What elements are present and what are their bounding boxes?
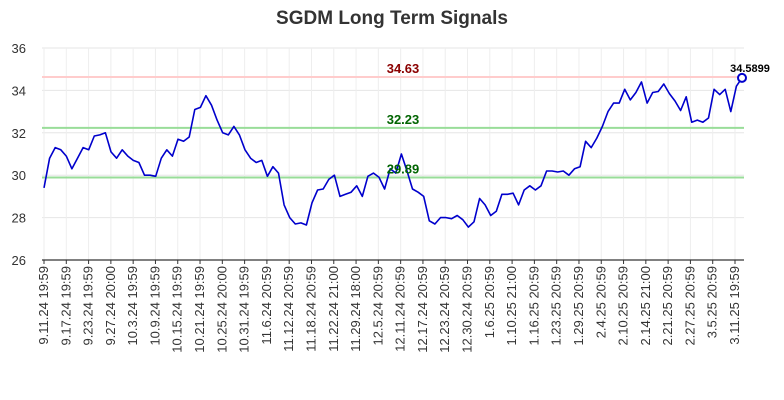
x-tick-label: 12.5.24 20:59 bbox=[370, 266, 385, 346]
price-line bbox=[43, 77, 743, 228]
x-tick-label: 10.25.24 20:00 bbox=[214, 266, 229, 353]
x-tick-label: 9.11.24 19:59 bbox=[36, 266, 51, 345]
x-tick-label: 11.12.24 20:59 bbox=[281, 266, 296, 352]
x-tick-label: 11.29.24 18:00 bbox=[348, 266, 363, 352]
x-tick-label: 10.15.24 19:59 bbox=[170, 266, 185, 353]
x-tick-label: 11.22.24 21:00 bbox=[326, 266, 341, 352]
y-tick-label: 32 bbox=[12, 126, 26, 141]
x-tick-label: 9.27.24 20:00 bbox=[103, 266, 118, 346]
x-tick-label: 12.11.24 20:59 bbox=[393, 266, 408, 352]
x-tick-label: 10.31.24 19:59 bbox=[237, 266, 252, 353]
y-tick-label: 28 bbox=[12, 211, 26, 226]
x-tick-label: 1.23.25 20:59 bbox=[549, 266, 564, 346]
x-tick-label: 2.14.25 21:00 bbox=[638, 266, 653, 346]
x-tick-label: 11.6.24 20:59 bbox=[259, 266, 274, 345]
last-point-marker bbox=[737, 72, 747, 83]
signal-levels bbox=[42, 76, 744, 179]
x-tick-label: 3.11.25 19:59 bbox=[727, 266, 742, 345]
x-tick-label: 9.23.24 19:59 bbox=[81, 266, 96, 346]
x-tick-label: 12.30.24 20:59 bbox=[460, 266, 475, 353]
x-tick-label: 10.3.24 19:59 bbox=[125, 266, 140, 346]
x-tick-label: 2.27.25 20:59 bbox=[682, 266, 697, 346]
level-label: 32.23 bbox=[387, 112, 420, 127]
x-tick-label: 10.21.24 19:59 bbox=[192, 266, 207, 353]
x-tick-label: 12.23.24 20:59 bbox=[437, 266, 452, 353]
annotations: 34.63 32.23 29.89 34.5899 bbox=[387, 61, 770, 176]
x-tick-label: 3.5.25 20:59 bbox=[705, 266, 720, 338]
x-tick-label: 2.4.25 20:59 bbox=[593, 266, 608, 338]
gridlines bbox=[42, 47, 744, 261]
x-tick-label: 1.29.25 20:59 bbox=[571, 266, 586, 346]
x-tick-label: 2.10.25 20:59 bbox=[616, 266, 631, 346]
x-tick-label: 1.6.25 20:59 bbox=[482, 266, 497, 338]
x-tick-label: 1.10.25 21:00 bbox=[504, 266, 519, 346]
x-tick-label: 12.17.24 20:59 bbox=[415, 266, 430, 353]
x-tick-label: 1.16.25 20:59 bbox=[526, 266, 541, 346]
x-tick-label: 9.17.24 19:59 bbox=[58, 266, 73, 346]
price-series bbox=[43, 72, 747, 228]
y-tick-label: 30 bbox=[12, 168, 26, 183]
axes: 26 28 30 32 34 36 9.11.24 19:59 9.17.24 19:59 9.… bbox=[12, 41, 744, 353]
x-tick-label: 10.9.24 19:59 bbox=[147, 266, 162, 346]
x-tick-label: 2.21.25 20:59 bbox=[660, 266, 675, 346]
x-tick-label: 11.18.24 20:59 bbox=[303, 266, 318, 352]
chart-title: SGDM Long Term Signals bbox=[276, 8, 508, 29]
last-value-label: 34.5899 bbox=[730, 63, 770, 75]
level-label: 29.89 bbox=[387, 162, 420, 177]
y-tick-label: 36 bbox=[12, 41, 26, 56]
y-tick-label: 34 bbox=[12, 83, 26, 98]
y-tick-label: 26 bbox=[12, 253, 26, 268]
level-label: 34.63 bbox=[387, 61, 420, 76]
